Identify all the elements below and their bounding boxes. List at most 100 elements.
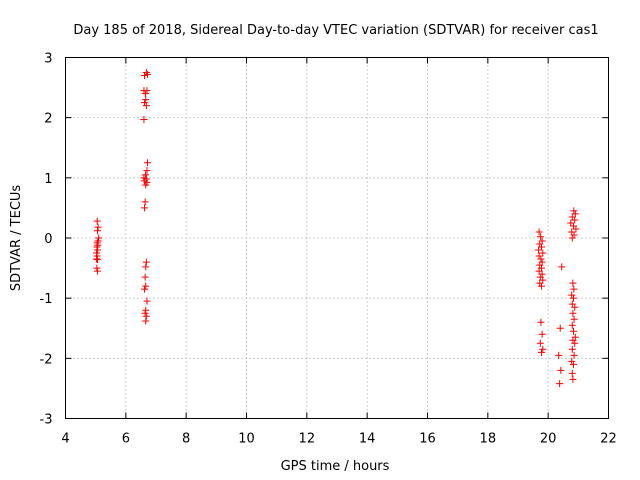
x-tick-label: 6 [122, 432, 130, 447]
data-point [142, 175, 150, 183]
data-point [537, 318, 545, 326]
data-point [555, 351, 563, 359]
data-point [142, 258, 150, 266]
data-point [142, 312, 150, 320]
data-point [140, 115, 148, 123]
chart-title: Day 185 of 2018, Sidereal Day-to-day VTE… [73, 23, 598, 38]
data-point [570, 351, 578, 359]
data-point [93, 227, 101, 235]
y-tick-label: 0 [44, 232, 52, 247]
data-point [568, 357, 576, 365]
data-point [537, 233, 545, 241]
x-tick-label: 18 [480, 432, 497, 447]
data-point [537, 255, 545, 263]
data-point [535, 267, 543, 275]
data-point [141, 309, 149, 317]
data-point [143, 87, 151, 95]
y-axis-label: SDTVAR / TECUs [9, 185, 24, 292]
data-point [538, 282, 546, 290]
data-point [538, 243, 546, 251]
data-point [535, 252, 543, 260]
y-tick-label: -3 [40, 413, 53, 428]
data-point [568, 345, 576, 353]
data-point [93, 246, 101, 254]
data-point [142, 181, 150, 189]
data-point [93, 256, 101, 264]
data-point [142, 317, 150, 325]
data-point [569, 375, 577, 383]
data-points [93, 69, 580, 388]
data-point [141, 171, 149, 179]
y-tick-label: 3 [44, 52, 52, 67]
data-point [570, 207, 578, 215]
x-tick-label: 8 [182, 432, 190, 447]
data-point [558, 263, 566, 271]
data-point [569, 309, 577, 317]
data-point [568, 234, 576, 242]
data-point [538, 348, 546, 356]
data-point [571, 210, 579, 218]
data-point [556, 324, 564, 332]
data-point [569, 336, 577, 344]
data-point [570, 360, 578, 368]
data-point [569, 279, 577, 287]
data-point [142, 282, 150, 290]
data-point [141, 72, 149, 80]
data-point [568, 291, 576, 299]
data-point [539, 249, 547, 257]
x-tick-label: 4 [61, 432, 69, 447]
data-point [539, 276, 547, 284]
data-point [141, 204, 149, 212]
data-point [570, 294, 578, 302]
data-point [93, 267, 101, 275]
x-axis-label: GPS time / hours [281, 459, 390, 474]
data-point [93, 243, 101, 251]
data-point [568, 369, 576, 377]
data-point [95, 234, 103, 242]
x-tick-label: 14 [359, 432, 376, 447]
y-tick-label: -2 [40, 352, 53, 367]
data-point [557, 366, 565, 374]
data-point [536, 240, 544, 248]
data-point [142, 96, 150, 104]
y-tick-label: 1 [44, 172, 52, 187]
data-point [535, 246, 543, 254]
data-point [571, 216, 579, 224]
data-point [143, 297, 151, 305]
data-point [539, 345, 547, 353]
data-point [141, 99, 149, 107]
x-tick-label: 12 [299, 432, 316, 447]
data-point [556, 380, 564, 388]
data-point [570, 315, 578, 323]
data-point [571, 339, 579, 347]
data-point [93, 255, 101, 263]
data-point [142, 102, 150, 110]
plot-frame [65, 57, 609, 419]
data-point [568, 321, 576, 329]
data-point [570, 231, 578, 239]
data-point [144, 159, 152, 167]
data-point [93, 217, 101, 225]
data-point [538, 330, 546, 338]
x-tick-label: 22 [600, 432, 617, 447]
data-point [94, 223, 102, 231]
grid-layer [65, 57, 609, 419]
data-point [143, 167, 151, 175]
data-point [142, 263, 150, 271]
data-point [142, 69, 150, 77]
data-point [141, 285, 149, 293]
data-point [536, 261, 544, 269]
y-tick-label: -1 [40, 292, 53, 307]
y-tick-label: 2 [44, 112, 52, 127]
data-point [141, 198, 149, 206]
data-point [141, 90, 149, 98]
data-point [570, 285, 578, 293]
data-point [144, 70, 152, 78]
data-point [535, 228, 543, 236]
data-point [536, 339, 544, 347]
data-point [93, 264, 101, 272]
data-point [570, 327, 578, 335]
x-tick-label: 20 [540, 432, 557, 447]
